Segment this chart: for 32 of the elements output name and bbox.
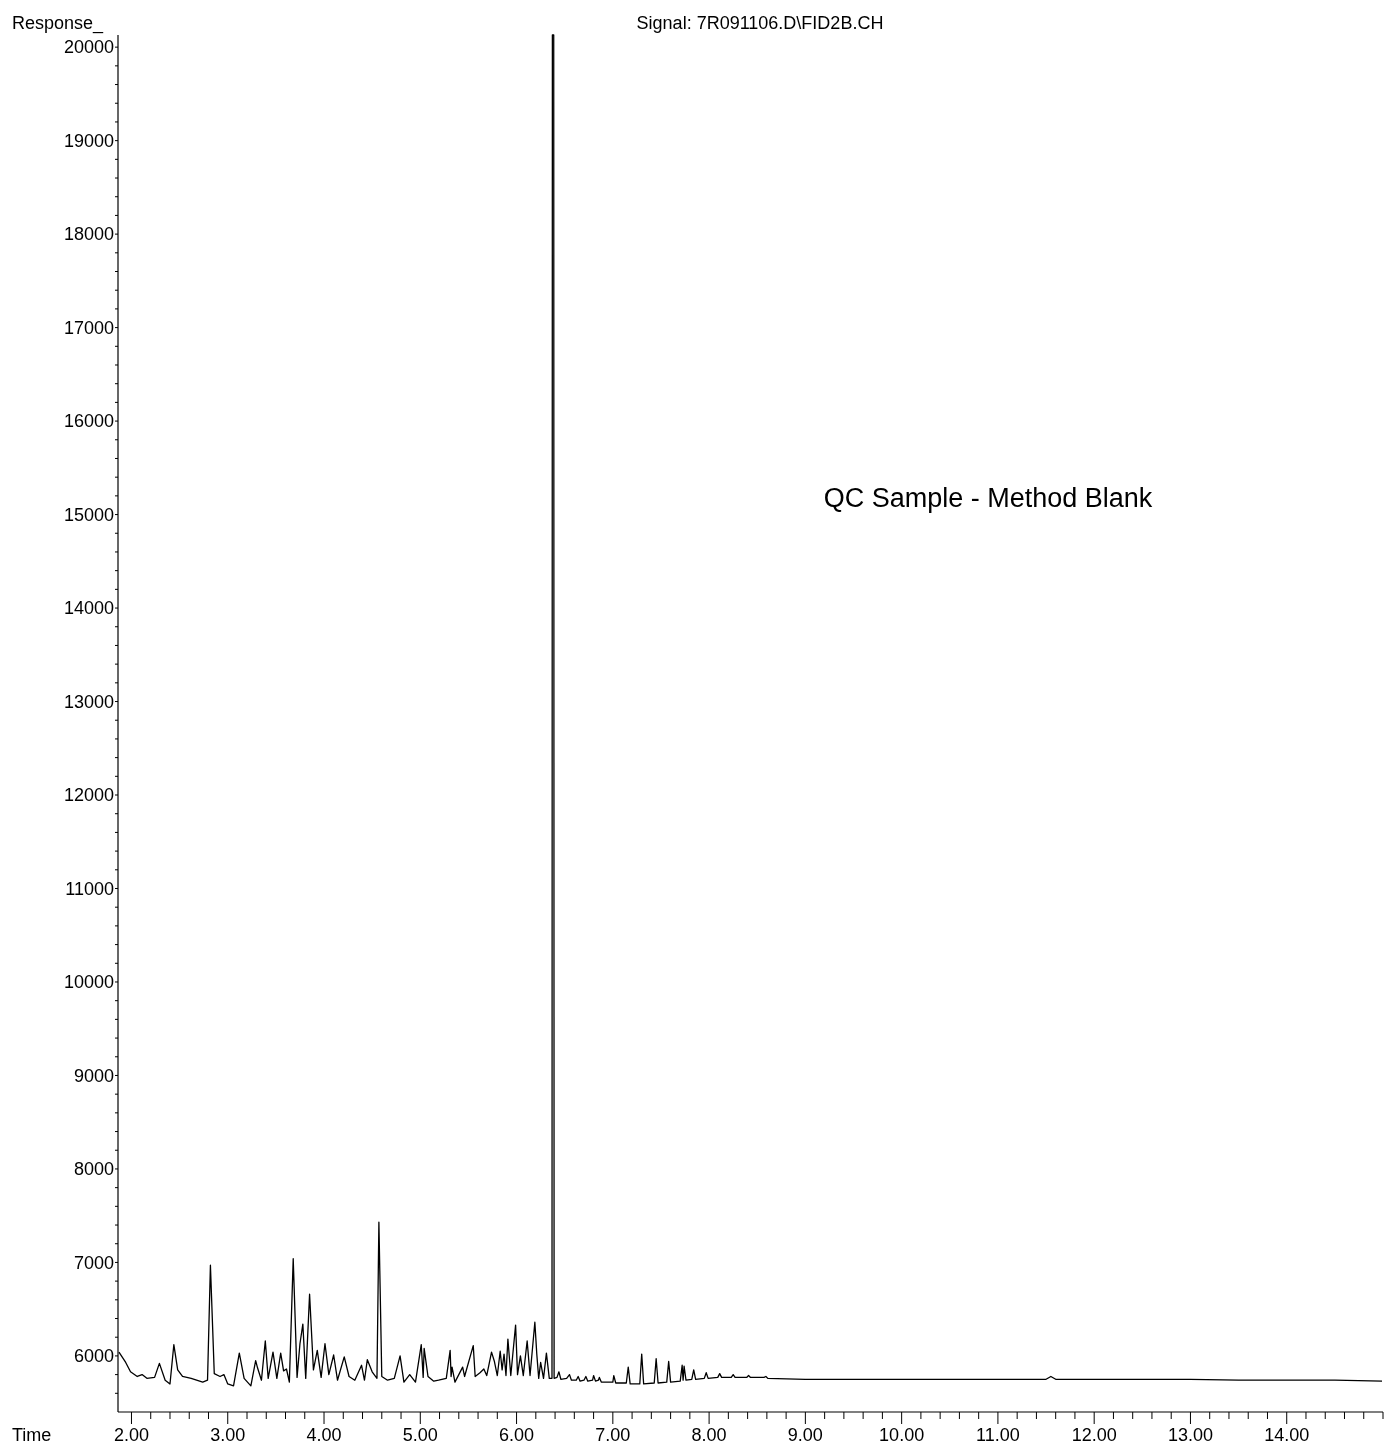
x-tick-label: 10.00 (879, 1425, 925, 1445)
y-tick-label: 6000 (73, 1346, 114, 1367)
x-axis-title: Time (12, 1425, 52, 1445)
annotation: QC Sample - Method Blank (823, 483, 1153, 513)
x-tick-label: 5.00 (402, 1425, 438, 1445)
y-tick-label: 13000 (63, 691, 114, 712)
x-tick-label: 11.00 (976, 1425, 1020, 1445)
x-tick-label: 3.00 (210, 1425, 246, 1445)
x-tick-label: 8.00 (691, 1425, 727, 1445)
x-tick-label: 2.00 (113, 1425, 149, 1445)
x-tick-label: 12.00 (1071, 1425, 1117, 1445)
x-tick-label: 6.00 (499, 1425, 535, 1445)
y-tick-label: 8000 (73, 1159, 114, 1180)
x-tick-label: 4.00 (306, 1425, 342, 1445)
y-tick-label: 14000 (63, 598, 114, 619)
x-tick-label: 14.00 (1264, 1425, 1310, 1445)
y-tick-label: 10000 (63, 972, 114, 993)
y-axis-title: Response_ (12, 13, 105, 34)
y-tick-label: 11000 (65, 878, 114, 899)
x-tick-label: 13.00 (1167, 1425, 1213, 1445)
y-tick-label: 9000 (73, 1065, 114, 1086)
y-tick-label: 7000 (73, 1252, 114, 1273)
chart-title: Signal: 7R091106.D\FID2B.CH (636, 13, 884, 33)
y-tick-label: 17000 (63, 317, 114, 338)
x-tick-label: 9.00 (787, 1425, 823, 1445)
y-tick-label: 15000 (63, 504, 114, 525)
y-tick-label: 18000 (63, 224, 114, 245)
y-tick-label: 20000 (63, 37, 114, 58)
x-tick-label: 7.00 (595, 1425, 631, 1445)
y-tick-label: 16000 (63, 411, 114, 432)
y-tick-label: 19000 (63, 130, 114, 151)
y-tick-label: 12000 (63, 785, 114, 806)
